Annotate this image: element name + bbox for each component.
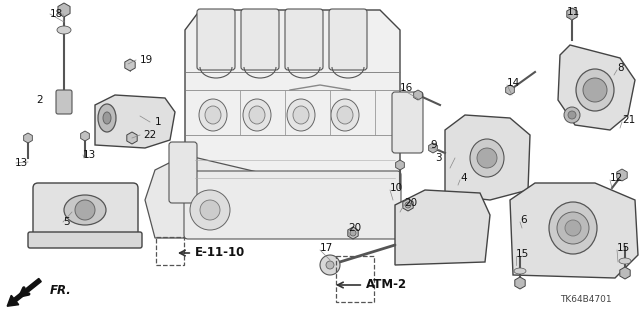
Circle shape (200, 200, 220, 220)
Text: 2: 2 (36, 95, 43, 105)
Circle shape (75, 200, 95, 220)
Ellipse shape (619, 258, 631, 264)
FancyBboxPatch shape (33, 183, 138, 245)
FancyBboxPatch shape (169, 142, 197, 203)
Ellipse shape (549, 202, 597, 254)
Polygon shape (558, 45, 635, 130)
Ellipse shape (249, 106, 265, 124)
Text: E-11-10: E-11-10 (180, 247, 245, 259)
Bar (156, 237, 184, 265)
Circle shape (190, 190, 230, 230)
Text: 15: 15 (516, 249, 529, 259)
FancyArrow shape (7, 278, 41, 306)
FancyBboxPatch shape (392, 92, 423, 153)
FancyBboxPatch shape (285, 9, 323, 70)
Text: 5: 5 (63, 217, 70, 227)
Ellipse shape (243, 99, 271, 131)
Polygon shape (445, 115, 530, 200)
Ellipse shape (576, 69, 614, 111)
Circle shape (583, 78, 607, 102)
FancyBboxPatch shape (28, 232, 142, 248)
Text: 15: 15 (617, 243, 630, 253)
Text: 22: 22 (143, 130, 156, 140)
Polygon shape (395, 190, 490, 265)
Circle shape (564, 107, 580, 123)
Ellipse shape (205, 106, 221, 124)
Text: 20: 20 (348, 223, 361, 233)
Polygon shape (185, 10, 400, 238)
FancyBboxPatch shape (56, 90, 72, 114)
Text: 3: 3 (435, 153, 442, 163)
Ellipse shape (199, 99, 227, 131)
Text: 13: 13 (15, 158, 28, 168)
Ellipse shape (470, 139, 504, 177)
Circle shape (350, 230, 356, 236)
Ellipse shape (293, 106, 309, 124)
Text: 8: 8 (617, 63, 623, 73)
Text: 18: 18 (50, 9, 63, 19)
Ellipse shape (514, 268, 526, 274)
Text: 11: 11 (567, 7, 580, 17)
FancyBboxPatch shape (184, 171, 401, 239)
Text: TK64B4701: TK64B4701 (560, 295, 612, 305)
Circle shape (326, 261, 334, 269)
Polygon shape (145, 155, 270, 238)
Text: 20: 20 (404, 198, 417, 208)
Bar (336, 256, 374, 302)
Text: 4: 4 (460, 173, 467, 183)
FancyBboxPatch shape (197, 9, 235, 70)
Circle shape (568, 111, 576, 119)
FancyBboxPatch shape (329, 9, 367, 70)
Polygon shape (95, 95, 175, 148)
Circle shape (405, 202, 411, 208)
Ellipse shape (103, 112, 111, 124)
Text: ATM-2: ATM-2 (338, 278, 407, 292)
Text: 16: 16 (400, 83, 413, 93)
Text: 17: 17 (320, 243, 333, 253)
Text: 21: 21 (622, 115, 636, 125)
Ellipse shape (287, 99, 315, 131)
Circle shape (557, 212, 589, 244)
Text: 1: 1 (155, 117, 162, 127)
Ellipse shape (57, 26, 71, 34)
Ellipse shape (331, 99, 359, 131)
Text: 19: 19 (140, 55, 153, 65)
Circle shape (320, 255, 340, 275)
Text: 13: 13 (83, 150, 96, 160)
Text: 9: 9 (430, 140, 436, 150)
Circle shape (477, 148, 497, 168)
Text: 12: 12 (610, 173, 623, 183)
Text: 10: 10 (390, 183, 403, 193)
Polygon shape (510, 183, 638, 278)
Ellipse shape (337, 106, 353, 124)
FancyBboxPatch shape (241, 9, 279, 70)
Ellipse shape (64, 195, 106, 225)
Text: 14: 14 (507, 78, 520, 88)
Ellipse shape (98, 104, 116, 132)
Text: 6: 6 (520, 215, 527, 225)
Circle shape (565, 220, 581, 236)
Text: FR.: FR. (50, 284, 72, 296)
